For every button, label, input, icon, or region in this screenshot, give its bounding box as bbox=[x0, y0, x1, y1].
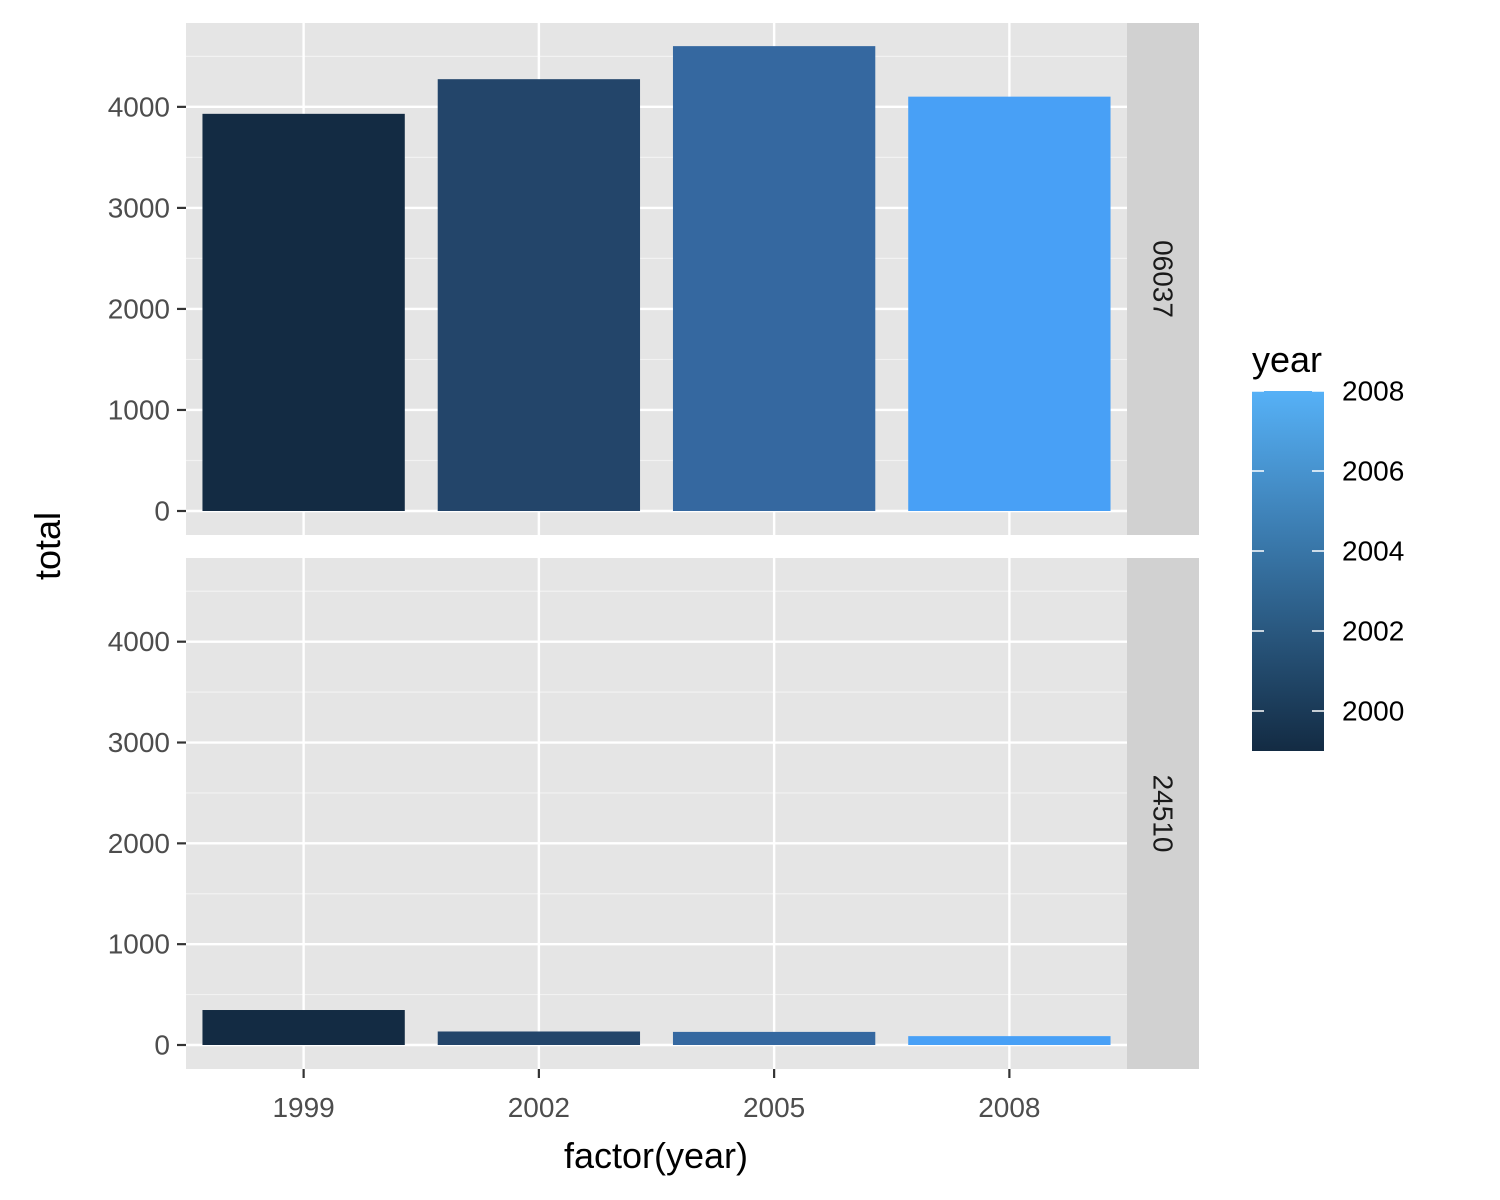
strip-background bbox=[1127, 23, 1199, 535]
bar-24510-2005 bbox=[672, 1031, 876, 1045]
y-tick-label: 3000 bbox=[108, 727, 170, 758]
y-tick-label: 2000 bbox=[108, 828, 170, 859]
y-axis-title: total bbox=[27, 512, 68, 580]
x-axis: 1999 2002 2005 2008 bbox=[272, 1069, 1041, 1123]
legend-label: 2008 bbox=[1342, 376, 1404, 407]
legend-label: 2002 bbox=[1342, 616, 1404, 647]
strip-label: 06037 bbox=[1148, 240, 1179, 318]
x-axis-title: factor(year) bbox=[564, 1135, 748, 1176]
x-tick-label: 2002 bbox=[508, 1092, 570, 1123]
y-tick-label: 4000 bbox=[108, 91, 170, 122]
x-tick-label: 1999 bbox=[272, 1092, 334, 1123]
bar-24510-2008 bbox=[908, 1036, 1111, 1045]
facet-panel-06037 bbox=[186, 23, 1127, 535]
x-tick-label: 2008 bbox=[978, 1092, 1040, 1123]
y-tick-label: 1000 bbox=[108, 929, 170, 960]
facet-strip-24510: 24510 bbox=[1127, 558, 1199, 1069]
y-axis-06037: 0 1000 2000 3000 4000 bbox=[108, 91, 186, 527]
facet-strip-06037: 06037 bbox=[1127, 23, 1199, 535]
y-tick-label: 0 bbox=[154, 496, 170, 527]
facet-panels bbox=[186, 23, 1127, 1069]
y-axes: 0 1000 2000 3000 4000 0 1000 2000 3000 4000 bbox=[108, 91, 186, 1061]
strip-background bbox=[1127, 558, 1199, 1069]
y-tick-label: 1000 bbox=[108, 394, 170, 425]
panel-background bbox=[186, 558, 1127, 1069]
y-tick-label: 0 bbox=[154, 1030, 170, 1061]
legend-label: 2004 bbox=[1342, 536, 1404, 567]
facet-panel-24510 bbox=[186, 558, 1127, 1069]
colorbar bbox=[1252, 391, 1324, 751]
bar-06037-2008 bbox=[908, 96, 1111, 511]
color-legend: year 2000 2002 2004 2006 2008 bbox=[1252, 339, 1404, 751]
bar-06037-2002 bbox=[437, 79, 641, 511]
y-tick-label: 4000 bbox=[108, 626, 170, 657]
strip-label: 24510 bbox=[1148, 775, 1179, 853]
y-axis-24510: 0 1000 2000 3000 4000 bbox=[108, 626, 186, 1061]
y-tick-label: 2000 bbox=[108, 293, 170, 324]
bar-06037-1999 bbox=[202, 113, 405, 512]
legend-title: year bbox=[1252, 339, 1322, 380]
legend-label: 2006 bbox=[1342, 456, 1404, 487]
bar-06037-2005 bbox=[672, 46, 876, 512]
facet-strips: 06037 24510 bbox=[1127, 23, 1199, 1069]
x-tick-label: 2005 bbox=[743, 1092, 805, 1123]
y-tick-label: 3000 bbox=[108, 192, 170, 223]
bar-24510-2002 bbox=[437, 1031, 641, 1045]
legend-label: 2000 bbox=[1342, 696, 1404, 727]
bar-24510-1999 bbox=[202, 1010, 405, 1045]
